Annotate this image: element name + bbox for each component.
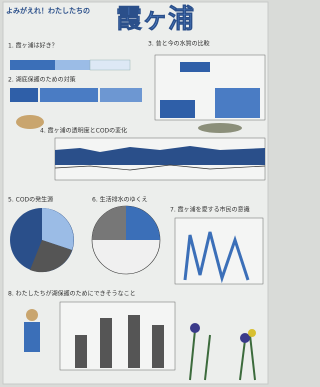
measure-box xyxy=(100,88,142,102)
survey-bar xyxy=(10,60,55,70)
chart-block xyxy=(180,62,210,72)
poster: よみがえれ！わたしたちの 霞ヶ浦 1. 霞ヶ浦は好き？ 2. 湖底保護のための対… xyxy=(0,0,271,387)
poster-subtitle: よみがえれ！わたしたちの xyxy=(6,6,90,15)
measure-box xyxy=(40,88,98,102)
section-heading: 7. 霞ヶ浦を愛する市民の意識 xyxy=(170,206,250,214)
flower xyxy=(248,329,256,337)
section-heading: 3. 昔と今の水質の比較 xyxy=(148,40,210,48)
poster-title: 霞ヶ浦 xyxy=(116,4,194,35)
fish xyxy=(198,123,242,133)
chart-block xyxy=(100,318,112,368)
section-heading: 2. 湖底保護のための対策 xyxy=(8,76,76,84)
chart-block xyxy=(160,100,195,118)
survey-bar xyxy=(90,60,130,70)
section-heading: 6. 生活排水のゆくえ xyxy=(92,196,148,204)
survey-bar xyxy=(55,60,90,70)
chart-block xyxy=(152,325,164,368)
person-head xyxy=(26,309,38,321)
chart-block xyxy=(215,88,260,118)
chart-block xyxy=(75,335,87,368)
measure-box xyxy=(10,88,38,102)
person-body xyxy=(24,322,40,352)
chart-block xyxy=(128,315,140,368)
section-heading: 4. 霞ヶ浦の透明度とCODの変化 xyxy=(40,127,127,135)
section-heading: 1. 霞ヶ浦は好き？ xyxy=(8,42,58,50)
flower xyxy=(190,323,200,333)
section-heading: 8. わたしたちが湖保護のためにできそうなこと xyxy=(8,290,136,298)
section-heading: 5. CODの発生源 xyxy=(8,196,53,204)
